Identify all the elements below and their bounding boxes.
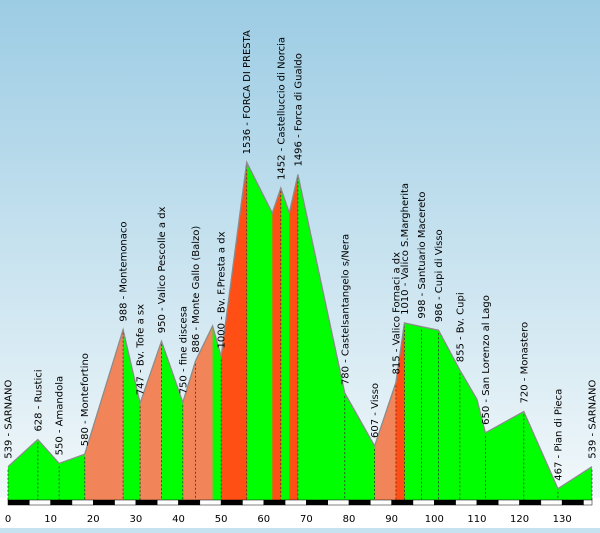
scale-bar-segment xyxy=(497,499,520,506)
distance-scale-bar xyxy=(7,499,593,506)
waypoint-label: 467 - Pian di Pieca xyxy=(553,389,564,481)
x-tick-label: 110 xyxy=(467,514,486,525)
waypoint-label: 1496 - Forca di Gualdo xyxy=(293,53,304,166)
waypoint-label: 1000 - Bv. F.Presta a dx xyxy=(217,231,228,348)
scale-bar-segment xyxy=(71,499,94,506)
scale-bar-segment xyxy=(455,499,478,506)
waypoint-label: 750 - fine discesa xyxy=(178,306,189,394)
scale-bar-segment xyxy=(178,499,201,506)
waypoint-label: 780 - Castelsantangelo s/Nera xyxy=(340,234,351,385)
waypoint-label: 855 - Bv. Cupi xyxy=(455,292,466,362)
x-tick-label: 90 xyxy=(385,514,398,525)
waypoint-label: 986 - Cupi di Visso xyxy=(434,229,445,322)
waypoint-labels: 539 - SARNANO 628 - Rustici 550 - Amandola… xyxy=(4,30,599,481)
scale-bar-segment xyxy=(348,499,371,506)
scale-bar-segment xyxy=(242,499,265,506)
x-tick-label: 20 xyxy=(87,514,100,525)
x-tick-label: 50 xyxy=(215,514,228,525)
profile-outline xyxy=(7,160,593,490)
x-tick-label: 130 xyxy=(553,514,572,525)
x-tick-label: 120 xyxy=(510,514,529,525)
waypoint-label: 628 - Rustici xyxy=(33,369,44,431)
scale-bar-segment xyxy=(561,499,584,506)
scale-bar-segment xyxy=(519,499,542,506)
waypoint-label: 988 - Montemonaco xyxy=(119,221,130,321)
waypoint-label: 650 - San Lorenzo al Lago xyxy=(481,295,492,425)
scale-bar-segment xyxy=(220,499,243,506)
scale-bar-segment xyxy=(114,499,137,506)
waypoint-label: 747 - Bv. Tofe a sx xyxy=(136,304,147,395)
waypoint-label: 720 - Monastero xyxy=(519,322,530,404)
fill-segment-steep xyxy=(272,162,282,500)
waypoint-label: 886 - Monte Gallo (Balzo) xyxy=(191,226,202,353)
scale-bar-segment xyxy=(370,499,392,506)
scale-bar-segment xyxy=(263,499,286,506)
scale-bar-segment xyxy=(327,499,350,506)
waypoint-label: 550 - Amandola xyxy=(55,376,66,455)
waypoint-marker-lines xyxy=(7,165,593,500)
scale-bar-segment xyxy=(284,499,307,506)
waypoint-label: 1010 - Valico S.Margherita xyxy=(400,183,411,315)
scale-bar-segment xyxy=(93,499,115,506)
x-tick-label: 70 xyxy=(300,514,313,525)
waypoint-label: 539 - SARNANO xyxy=(4,380,15,459)
scale-bar-segment xyxy=(391,499,414,506)
x-tick-label: 100 xyxy=(425,514,444,525)
scale-bar-segment xyxy=(434,499,456,506)
x-tick-label: 60 xyxy=(257,514,270,525)
waypoint-label: 1536 - FORCA DI PRESTA xyxy=(242,30,253,154)
scale-bar-segment xyxy=(412,499,435,506)
scale-bar-segment xyxy=(135,499,158,506)
waypoint-label: 1452 - Castelluccio di Norcia xyxy=(276,37,287,180)
fill-segment-flat xyxy=(246,162,273,500)
scale-bar-segment xyxy=(476,499,499,506)
x-tick-label: 0 xyxy=(5,514,11,525)
scale-bar-segment xyxy=(583,499,593,506)
x-tick-label: 40 xyxy=(172,514,185,525)
fill-segment-steep xyxy=(289,162,299,500)
x-tick-label: 80 xyxy=(343,514,356,525)
x-axis-tick-labels: 0 10 20 30 40 50 60 70 80 90 100 110 120 130 xyxy=(5,514,572,525)
fill-segment-flat xyxy=(280,162,290,500)
scale-bar-segment xyxy=(29,499,51,506)
x-tick-label: 30 xyxy=(130,514,143,525)
waypoint-label: 539 - SARNANO xyxy=(588,380,599,459)
x-tick-label: 10 xyxy=(44,514,57,525)
waypoint-label: 815 - Valico Fornaci a dx xyxy=(391,252,402,375)
waypoint-label: 580 - Montefortino xyxy=(80,353,91,446)
waypoint-label: 950 - Valico Pescolle a dx xyxy=(157,206,168,333)
scale-bar-segment xyxy=(7,499,30,506)
waypoint-label: 607 - Visso xyxy=(370,383,381,438)
scale-bar-segment xyxy=(306,499,328,506)
waypoint-label: 998 - Santuario Macereto xyxy=(417,192,428,319)
scale-bar-segment xyxy=(540,499,563,506)
scale-bar-segment xyxy=(156,499,179,506)
scale-bar-segment xyxy=(199,499,222,506)
scale-bar-segment xyxy=(50,499,73,506)
